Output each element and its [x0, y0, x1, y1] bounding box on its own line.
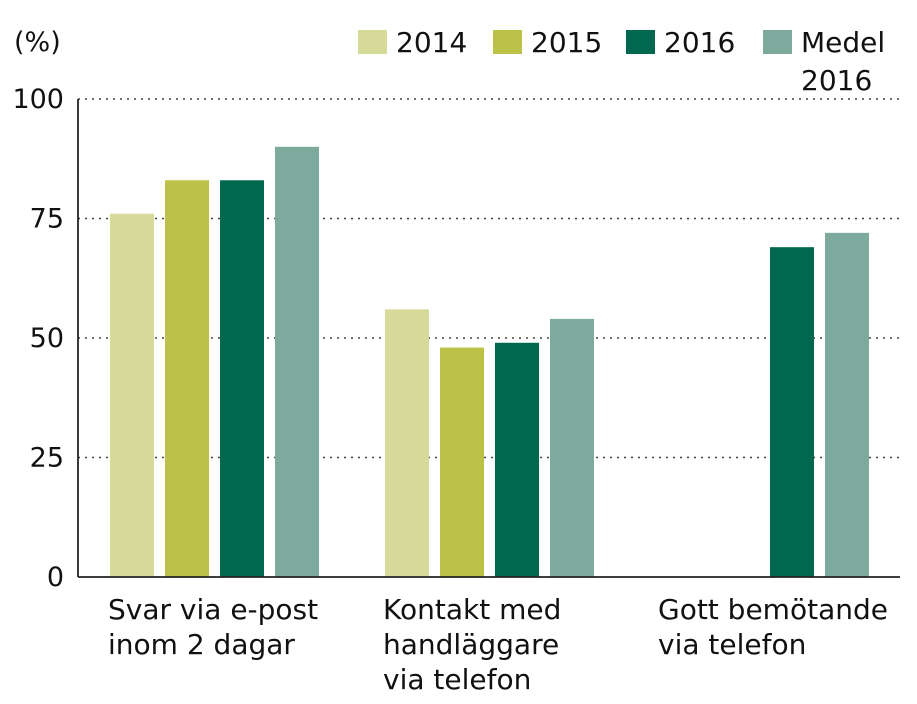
legend-swatch — [763, 30, 792, 54]
legend-swatch — [626, 30, 655, 54]
y-tick-label: 100 — [12, 84, 64, 115]
bar-medel-2016-cat-2 — [550, 318, 594, 577]
bars — [110, 146, 869, 578]
bar-2015-cat-2 — [440, 347, 484, 577]
legend-swatch — [493, 30, 522, 54]
category-label: Gott bemötande via telefon — [658, 593, 888, 661]
bar-medel-2016-cat-3 — [825, 232, 869, 577]
y-tick-label: 25 — [30, 443, 64, 474]
axes — [77, 99, 900, 578]
bar-2014-cat-1 — [110, 213, 154, 577]
y-tick-label: 75 — [30, 204, 64, 235]
bar-medel-2016-cat-1 — [275, 146, 319, 578]
legend-label: Medel 2016 — [801, 26, 885, 97]
category-label: Svar via e-post inom 2 dagar — [108, 593, 318, 661]
legend-swatch — [358, 30, 387, 54]
legend-label: 2014 — [396, 26, 467, 59]
bar-2016-cat-1 — [220, 180, 264, 577]
legend-label: 2016 — [664, 26, 735, 59]
y-tick-label: 0 — [47, 562, 64, 593]
bar-2016-cat-2 — [495, 342, 539, 577]
y-tick-label: 50 — [30, 323, 64, 354]
y-tick-labels: 0 25 50 75 100 — [12, 84, 64, 593]
bar-2015-cat-1 — [165, 180, 209, 577]
legend: 2014 2015 2016 Medel 2016 — [358, 26, 885, 97]
y-unit-label: (%) — [14, 27, 61, 58]
category-label: Kontakt med handläggare via telefon — [383, 593, 561, 696]
legend-label: 2015 — [531, 26, 602, 59]
category-labels: Svar via e-post inom 2 dagar Kontakt med ha… — [108, 593, 888, 696]
bar-2016-cat-3 — [770, 247, 814, 577]
bar-2014-cat-2 — [385, 309, 429, 577]
